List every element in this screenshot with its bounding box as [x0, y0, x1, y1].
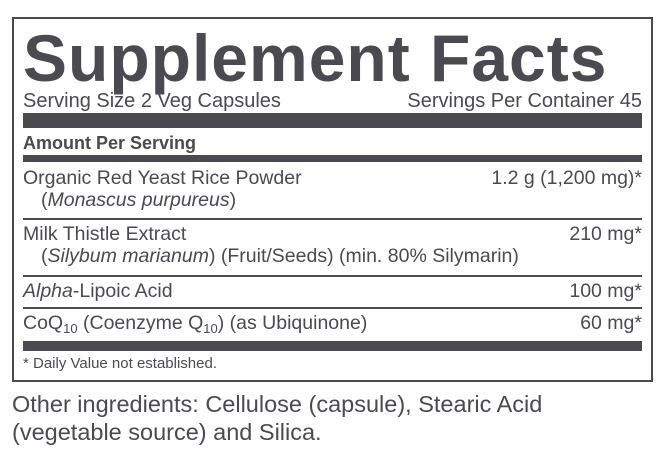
servings-per-container: Servings Per Container 45: [407, 90, 642, 112]
subscript: 10: [63, 321, 78, 336]
serving-size: Serving Size 2 Veg Capsules: [23, 90, 281, 112]
ingredient-name: CoQ: [23, 312, 64, 334]
ingredient-name: (Coenzyme Q: [77, 312, 204, 334]
ingredient-amount: 1.2 g (1,200 mg)*: [491, 167, 642, 189]
thick-divider: [23, 113, 642, 128]
serving-info: Serving Size 2 Veg Capsules Servings Per…: [23, 89, 642, 113]
ingredient-row: Milk Thistle Extract 210 mg* (Silybum mar…: [23, 223, 642, 267]
ingredient-name: Milk Thistle Extract: [23, 223, 187, 245]
ingredient-latin: Monascus purpureus: [47, 189, 230, 211]
ingredient-detail: (Fruit/Seeds) (min. 80% Silymarin): [215, 245, 519, 267]
thick-divider: [23, 341, 642, 351]
ingredient-name: ) (as Ubiquinone): [217, 312, 368, 334]
ingredient-row: CoQ10 (Coenzyme Q10) (as Ubiquinone) 60 m…: [23, 312, 642, 340]
ingredient-amount: 210 mg*: [569, 223, 642, 245]
ingredient-name: Organic Red Yeast Rice Powder: [23, 167, 302, 189]
row-divider: [23, 218, 642, 220]
ingredient-amount: 60 mg*: [580, 312, 642, 334]
ingredient-name-italic: Alpha: [23, 280, 73, 302]
row-divider: [23, 275, 642, 277]
ingredient-name: -Lipoic Acid: [72, 280, 173, 302]
ingredient-row: Alpha-Lipoic Acid 100 mg*: [23, 280, 642, 302]
medium-divider: [23, 155, 642, 162]
footnote: * Daily Value not established.: [23, 355, 218, 372]
row-divider: [23, 307, 642, 309]
amount-per-serving-header: Amount Per Serving: [23, 133, 197, 153]
ingredient-amount: 100 mg*: [569, 280, 642, 302]
panel-title: Supplement Facts: [23, 21, 608, 95]
other-ingredients: Other ingredients: Cellulose (capsule), …: [12, 391, 543, 445]
subscript: 10: [203, 321, 218, 336]
ingredient-latin: Silybum marianum: [47, 245, 209, 267]
ingredient-row: Organic Red Yeast Rice Powder 1.2 g (1,20…: [23, 167, 642, 211]
supplement-facts-panel: Supplement Facts Serving Size 2 Veg Caps…: [12, 17, 653, 382]
